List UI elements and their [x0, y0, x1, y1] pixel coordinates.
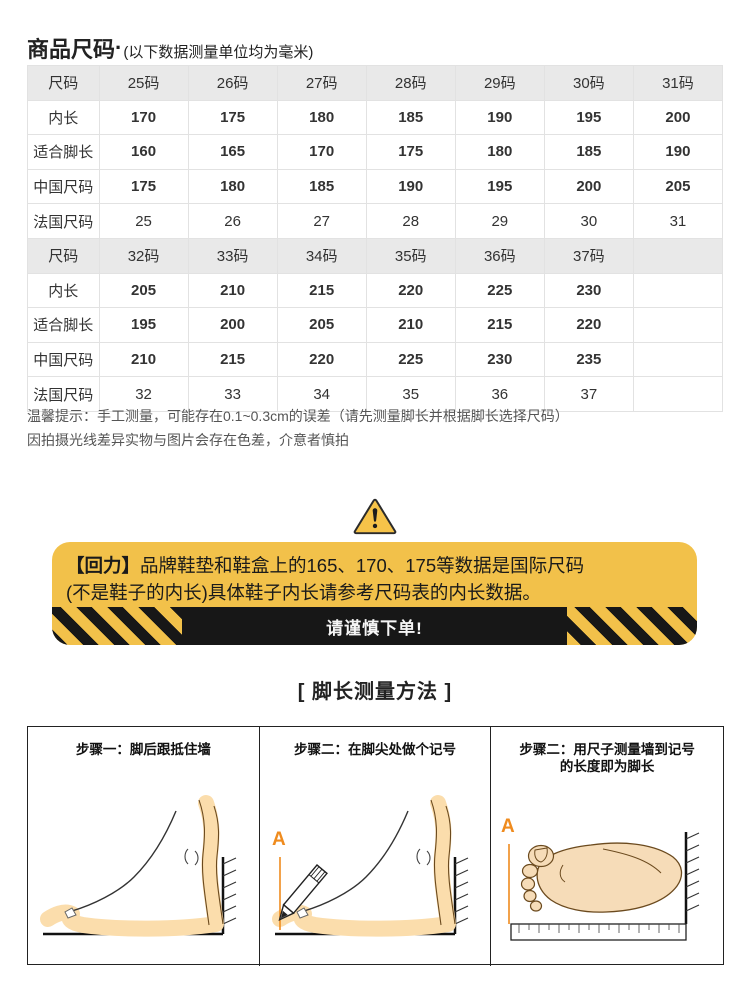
svg-text:A: A	[501, 816, 515, 837]
svg-text:A: A	[272, 829, 286, 850]
